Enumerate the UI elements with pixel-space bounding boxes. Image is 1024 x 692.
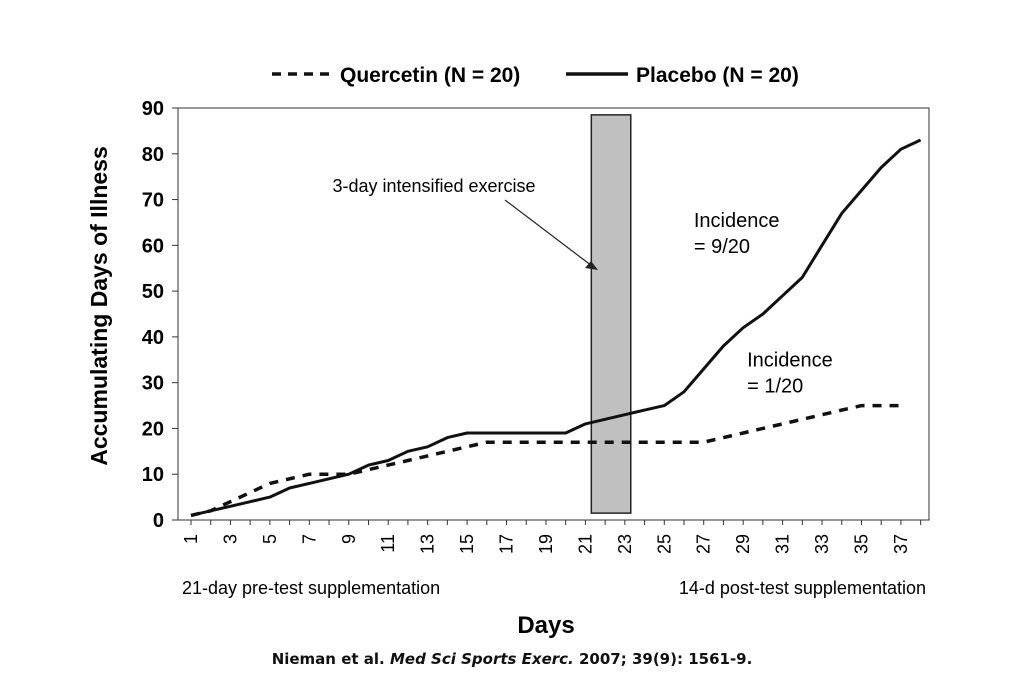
- y-tick-label: 90: [142, 98, 164, 120]
- citation-authors: Nieman et al.: [271, 650, 385, 668]
- x-tick-label: 13: [418, 534, 438, 554]
- x-tick-label: 15: [457, 534, 477, 554]
- plot-frame: [177, 107, 930, 521]
- x-tick-label: 19: [536, 534, 556, 554]
- y-tick-label: 70: [142, 190, 164, 212]
- x-tick-label: 17: [497, 534, 517, 554]
- y-tick-label: 10: [142, 464, 164, 486]
- citation-details: 2007; 39(9): 1561-9.: [578, 650, 753, 668]
- exercise-arrow-head: [585, 261, 598, 270]
- x-tick-label: 25: [654, 534, 674, 554]
- x-tick-label: 1: [181, 534, 201, 544]
- y-axis-title: Accumulating Days of Illness: [86, 146, 112, 466]
- y-tick-label: 20: [142, 418, 164, 440]
- exercise-arrow-line: [504, 199, 593, 267]
- x-tick-label: 7: [299, 534, 319, 544]
- annotation-layer: 3-day intensified exercise Incidence = 9/2…: [332, 176, 832, 398]
- x-tick-label: 27: [694, 534, 714, 554]
- y-tick-label: 50: [142, 281, 164, 303]
- x-tick-label: 11: [378, 534, 398, 553]
- y-tick-label: 80: [142, 144, 164, 166]
- legend-placebo-label: Placebo (N = 20): [636, 64, 799, 87]
- y-tick-label: 30: [142, 373, 164, 395]
- y-tick-label: 40: [142, 327, 164, 349]
- incidence-quercetin-label: Incidence = 1/20: [747, 350, 833, 398]
- y-tick-label: 0: [153, 510, 164, 532]
- citation-journal: Med Sci Sports Exerc.: [389, 650, 574, 668]
- exercise-period-layer: [590, 114, 632, 514]
- y-tick-label: 60: [142, 235, 164, 257]
- placebo-series-line: [190, 138, 922, 517]
- citation: Nieman et al. Med Sci Sports Exerc. 2007…: [0, 650, 1024, 668]
- quercetin-series-line: [190, 403, 901, 518]
- x-tick-label: 21: [575, 534, 595, 554]
- x-tick-label: 31: [773, 534, 793, 554]
- x-tick-label: 33: [812, 534, 832, 554]
- x-tick-label: 23: [615, 534, 635, 554]
- x-axis: 1 3 5 7 9 11 13 15 17 19 21 23 25 27 29 31 33 35 37: [181, 520, 922, 554]
- x-axis-title: Days: [517, 612, 574, 639]
- x-tick-label: 9: [339, 534, 359, 544]
- legend: Quercetin (N = 20) Placebo (N = 20): [272, 64, 799, 87]
- x-tick-label: 35: [851, 534, 871, 554]
- exercise-period-bar: [590, 114, 632, 514]
- incidence-placebo-label: Incidence = 9/20: [694, 210, 780, 258]
- pre-test-phase-label: 21-day pre-test supplementation: [182, 578, 440, 598]
- x-tick-label: 29: [733, 534, 753, 554]
- x-tick-label: 3: [220, 534, 240, 544]
- exercise-annotation-label: 3-day intensified exercise: [332, 176, 535, 196]
- x-tick-label: 37: [891, 534, 911, 554]
- x-tick-label: 5: [260, 534, 280, 544]
- y-axis: 0 10 20 30 40 50 60 70 80 90: [142, 98, 178, 532]
- series-layer: [190, 138, 922, 518]
- post-test-phase-label: 14-d post-test supplementation: [679, 578, 926, 598]
- legend-quercetin-label: Quercetin (N = 20): [340, 64, 520, 87]
